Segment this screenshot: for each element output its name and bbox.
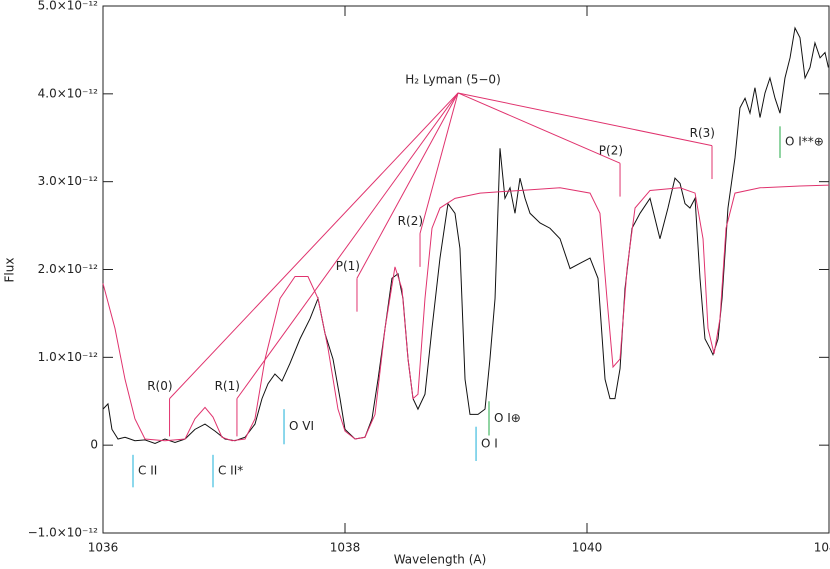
y-tick-label: −1.0×10⁻¹²: [28, 526, 99, 540]
y-axis-title: Flux: [3, 258, 17, 283]
ion-label: O I**⊕: [785, 135, 824, 149]
fan-line: [419, 92, 459, 234]
transition-label: P(2): [599, 144, 623, 158]
spectrum-line: [102, 184, 830, 442]
ion-label: O I: [481, 436, 498, 450]
fan-line: [457, 92, 621, 164]
y-tick-label: 3.0×10⁻¹²: [38, 174, 99, 188]
x-tick-label: 1036: [88, 541, 119, 555]
y-tick-label: 4.0×10⁻¹²: [38, 86, 99, 100]
fan-line: [236, 92, 459, 399]
y-tick-label: 0: [90, 438, 98, 452]
y-tick-label: 1.0×10⁻¹²: [38, 350, 99, 364]
x-tick-label: 1038: [330, 541, 361, 555]
ion-label: C II*: [218, 464, 243, 478]
transition-label: R(0): [147, 379, 172, 393]
y-tick-label: 2.0×10⁻¹²: [38, 262, 99, 276]
transition-label: R(3): [690, 126, 715, 140]
fan-line: [457, 92, 713, 147]
ion-label: O VI: [289, 419, 314, 433]
y-tick-label: 5.0×10⁻¹²: [38, 0, 99, 13]
fan-line: [169, 92, 459, 399]
transition-label: R(2): [398, 214, 423, 228]
band-title: H₂ Lyman (5−0): [405, 72, 500, 86]
x-tick-label: 1040: [572, 541, 603, 555]
ion-label: C II: [138, 464, 157, 478]
fan-line: [356, 92, 459, 279]
transition-label: R(1): [215, 379, 240, 393]
x-tick-label: 1042: [814, 541, 830, 555]
ion-label: O I⊕: [494, 411, 521, 425]
x-axis-title: Wavelength (A): [394, 553, 487, 567]
transition-label: P(1): [336, 259, 360, 273]
spectrum-line: [102, 26, 829, 444]
